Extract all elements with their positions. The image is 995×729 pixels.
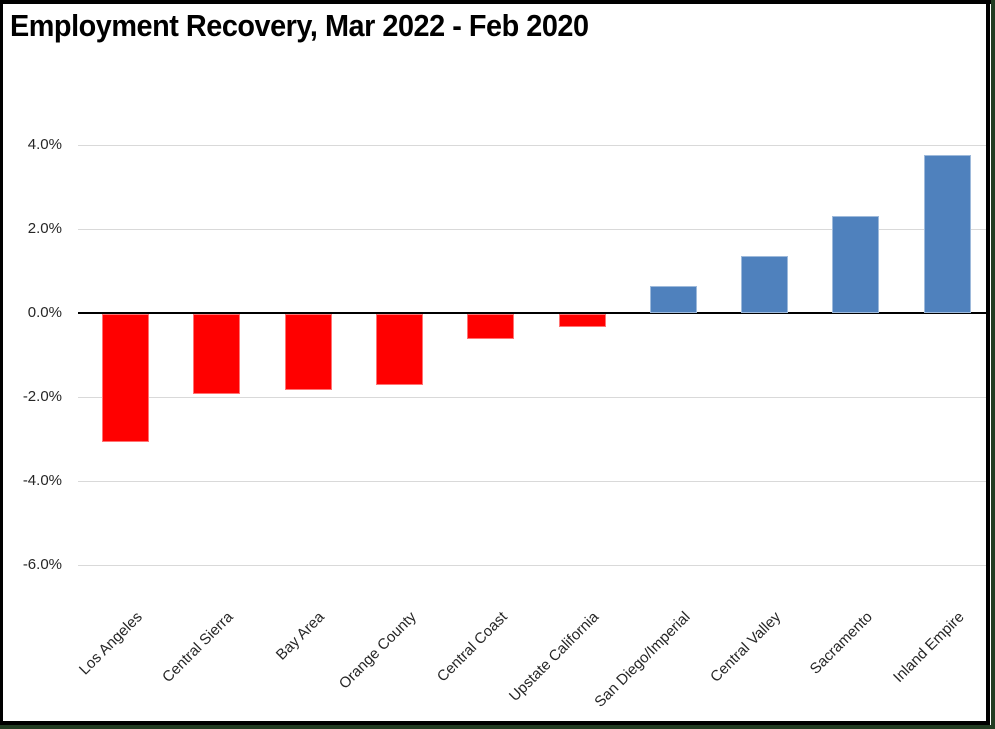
bar-central-sierra [193, 314, 240, 394]
zero-axis-line [78, 312, 986, 314]
y-tick-label: 0.0% [27, 304, 62, 321]
bar-upstate-california [559, 314, 606, 327]
bar-los-angeles [102, 314, 149, 442]
y-tick-label: 2.0% [27, 220, 62, 237]
bar-bay-area [285, 314, 332, 390]
frame-border-top [0, 0, 995, 4]
gridline [78, 481, 986, 482]
y-tick-label: -2.0% [22, 388, 62, 405]
bar-central-coast [467, 314, 514, 339]
y-tick-label: -4.0% [22, 472, 62, 489]
outer-edge-right [991, 0, 995, 729]
y-tick-label: -6.0% [22, 556, 62, 573]
frame-border-bottom [0, 721, 990, 725]
x-axis-label: Sacramento [806, 608, 876, 678]
bar-inland-empire [924, 155, 971, 313]
x-axis-label: Central Sierra [159, 608, 237, 686]
frame-border-right [986, 0, 990, 725]
x-axis-label: Upstate California [505, 608, 603, 705]
bar-san-diego-imperial [650, 286, 697, 313]
x-axis-label: San Diego/Imperial [591, 608, 694, 711]
gridline [78, 145, 986, 146]
x-axis-label: Orange County [335, 608, 420, 693]
gridline [78, 565, 986, 566]
x-axis-label: Los Angeles [75, 608, 146, 679]
y-tick-label: 4.0% [27, 136, 62, 153]
bar-sacramento [832, 216, 879, 313]
outer-edge-bottom [0, 725, 995, 729]
x-axis-label: Central Valley [707, 608, 785, 686]
x-axis-label: Central Coast [433, 608, 511, 686]
bar-orange-county [376, 314, 423, 385]
frame-border-left [0, 0, 3, 725]
gridline [78, 229, 986, 230]
bar-central-valley [741, 256, 788, 313]
x-axis-label: Inland Empire [889, 608, 968, 686]
gridline [78, 397, 986, 398]
chart-title: Employment Recovery, Mar 2022 - Feb 2020 [10, 8, 589, 43]
x-axis-label: Bay Area [273, 608, 329, 664]
